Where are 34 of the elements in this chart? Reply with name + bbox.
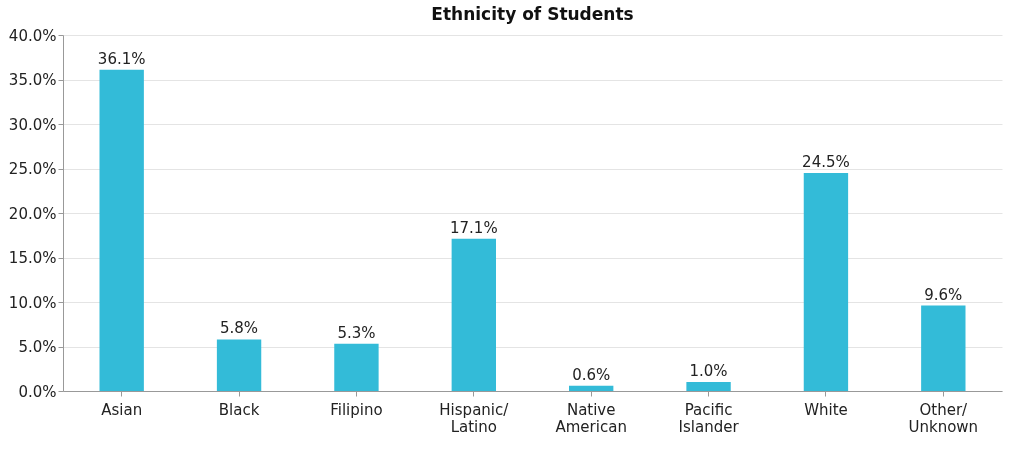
- y-tick-label: 35.0%: [8, 71, 57, 89]
- data-label: 5.8%: [220, 319, 259, 338]
- data-label: 9.6%: [924, 285, 963, 304]
- bar: [686, 382, 731, 391]
- bar: [803, 172, 849, 391]
- data-label: 5.3%: [337, 323, 376, 342]
- y-tick-label: 20.0%: [8, 204, 57, 223]
- x-tick-label: Native American: [555, 400, 627, 436]
- y-tick-label: 25.0%: [8, 160, 57, 178]
- x-tick-label: Asian: [101, 400, 143, 419]
- y-tick-label: 5.0%: [18, 338, 57, 356]
- x-tick-label: Hispanic/Latino: [439, 400, 510, 436]
- bar: [569, 385, 614, 391]
- x-tick-label: Pacific Islander: [678, 400, 740, 436]
- x-tick-label: Black: [218, 400, 260, 419]
- bar: [216, 339, 262, 391]
- chart-title: Ethnicity of Students: [431, 4, 634, 24]
- y-tick-label: 30.0%: [8, 115, 57, 134]
- data-label: 36.1%: [97, 49, 146, 68]
- data-label: 17.1%: [449, 218, 498, 237]
- x-tick-label: Filipino: [330, 400, 383, 419]
- x-tick-label: White: [804, 400, 848, 419]
- data-label: 1.0%: [689, 362, 728, 381]
- y-tick-label: 40.0%: [8, 26, 57, 45]
- data-label: 24.5%: [802, 152, 850, 171]
- bar: [921, 305, 966, 391]
- y-tick-label: 10.0%: [8, 293, 57, 312]
- bar: [451, 238, 496, 391]
- y-tick-label: 15.0%: [8, 249, 57, 267]
- data-label: 0.6%: [572, 365, 611, 384]
- x-tick-label: Other/Unknown: [908, 400, 979, 436]
- bar: [334, 343, 379, 391]
- bar: [99, 69, 144, 391]
- y-tick-label: 0.0%: [18, 382, 57, 401]
